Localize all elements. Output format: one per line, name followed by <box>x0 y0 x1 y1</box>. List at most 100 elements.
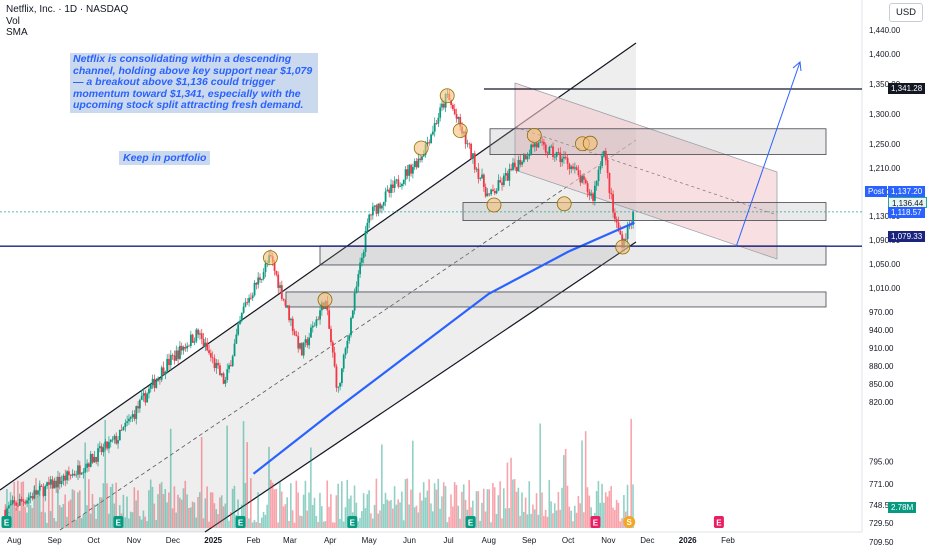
pivot-marker[interactable] <box>582 135 598 151</box>
sma-price-tag: 1,118.57 <box>888 207 925 218</box>
candle-body <box>597 169 600 182</box>
candle-body <box>220 373 223 376</box>
chart-legend: Netflix, Inc. · 1D · NASDAQ Vol SMA <box>6 4 128 39</box>
volume-bar <box>49 511 52 528</box>
volume-bar <box>517 487 520 528</box>
candle-body <box>31 496 34 499</box>
pivot-marker[interactable] <box>439 88 455 104</box>
volume-bar <box>370 513 372 528</box>
candle-body <box>510 168 513 170</box>
pivot-marker[interactable] <box>452 123 468 138</box>
projection-arrowhead <box>792 61 802 72</box>
candle-body <box>98 446 101 449</box>
earnings-event-icon[interactable]: E <box>1 516 12 528</box>
volume-bar <box>148 490 150 528</box>
volume-bar <box>441 496 443 528</box>
candle-body <box>391 184 394 189</box>
candle-body <box>77 465 79 475</box>
candle-body <box>619 230 622 235</box>
candle-body <box>224 379 227 384</box>
candle-body <box>608 172 611 194</box>
y-tick-label: 1,400.00 <box>869 50 901 59</box>
volume-bar <box>108 513 110 528</box>
support-resistance-zone[interactable] <box>285 291 827 308</box>
pivot-marker[interactable] <box>556 196 572 212</box>
volume-bar <box>544 509 547 528</box>
candle-body <box>502 175 505 185</box>
x-tick-label: Sep <box>522 536 537 545</box>
volume-bar <box>224 503 227 528</box>
volume-bar <box>213 503 216 528</box>
dividend-split-event-icon[interactable]: S <box>623 516 636 528</box>
candle-body <box>202 338 205 347</box>
earnings-event-icon[interactable]: E <box>713 516 724 528</box>
candle-body <box>532 144 534 147</box>
sma-line[interactable] <box>252 221 635 475</box>
y-tick-label: 729.50 <box>869 519 894 528</box>
volume-bar <box>512 479 514 528</box>
candle-body <box>351 310 354 318</box>
currency-button[interactable]: USD <box>889 3 923 22</box>
keep-note[interactable]: Keep in portfolio <box>119 151 211 165</box>
volume-bar <box>64 494 66 528</box>
volume-bar <box>341 481 343 528</box>
volume-bar <box>191 501 194 528</box>
pivot-marker[interactable] <box>262 250 278 266</box>
sma-indicator-label[interactable]: SMA <box>6 27 28 38</box>
candle-body <box>208 350 210 354</box>
earnings-event-icon[interactable]: E <box>235 516 246 528</box>
volume-bar <box>533 509 536 528</box>
pivot-marker[interactable] <box>615 239 631 255</box>
candle-body <box>17 505 19 507</box>
pivot-marker[interactable] <box>486 197 502 213</box>
symbol-title[interactable]: Netflix, Inc. · 1D · NASDAQ <box>6 4 129 15</box>
candle-body <box>593 185 596 201</box>
volume-bar <box>211 492 214 528</box>
uptrend-lower-line[interactable] <box>204 241 637 533</box>
candle-body <box>517 159 520 172</box>
volume-bar <box>433 483 436 528</box>
volume-bar <box>15 508 17 528</box>
descending-channel-midline <box>514 126 778 216</box>
pivot-marker[interactable] <box>526 127 542 143</box>
x-tick-label: Aug <box>482 536 496 545</box>
candle-body <box>599 165 602 170</box>
volume-bar <box>379 510 381 528</box>
earnings-event-icon[interactable]: E <box>113 516 124 528</box>
candle-body <box>426 142 429 145</box>
candle-body <box>164 371 167 375</box>
pivot-marker[interactable] <box>317 292 333 308</box>
volume-bar <box>561 487 563 528</box>
candle-body <box>129 417 132 419</box>
volume-indicator-label[interactable]: Vol <box>6 15 20 27</box>
projection-arrow[interactable] <box>735 61 801 248</box>
candle-body <box>157 378 159 381</box>
candle-body <box>395 179 398 181</box>
candle-body <box>439 107 442 118</box>
earnings-event-icon[interactable]: E <box>590 516 601 528</box>
candle-body <box>561 158 564 163</box>
volume-bar <box>397 499 400 528</box>
candle-body <box>573 167 576 169</box>
svg-text:E: E <box>468 519 474 528</box>
candle-body <box>537 142 540 148</box>
volume-bar <box>362 493 365 528</box>
volume-bar <box>288 520 290 528</box>
volume-bar <box>42 489 45 528</box>
earnings-event-icon[interactable]: E <box>465 516 476 528</box>
analysis-note[interactable]: Netflix is consolidating within a descen… <box>70 53 318 113</box>
candle-body <box>124 422 127 428</box>
volume-bar <box>357 521 359 528</box>
candle-body <box>539 141 542 143</box>
volume-bar <box>246 442 248 528</box>
candle-body <box>235 334 238 344</box>
candle-body <box>390 184 392 193</box>
candle-body <box>135 406 138 419</box>
candle-body <box>186 345 189 349</box>
candle-body <box>75 474 78 476</box>
earnings-event-icon[interactable]: E <box>347 516 358 528</box>
pivot-marker[interactable] <box>413 140 429 156</box>
volume-bar <box>308 492 310 528</box>
volume-bar <box>229 512 232 528</box>
